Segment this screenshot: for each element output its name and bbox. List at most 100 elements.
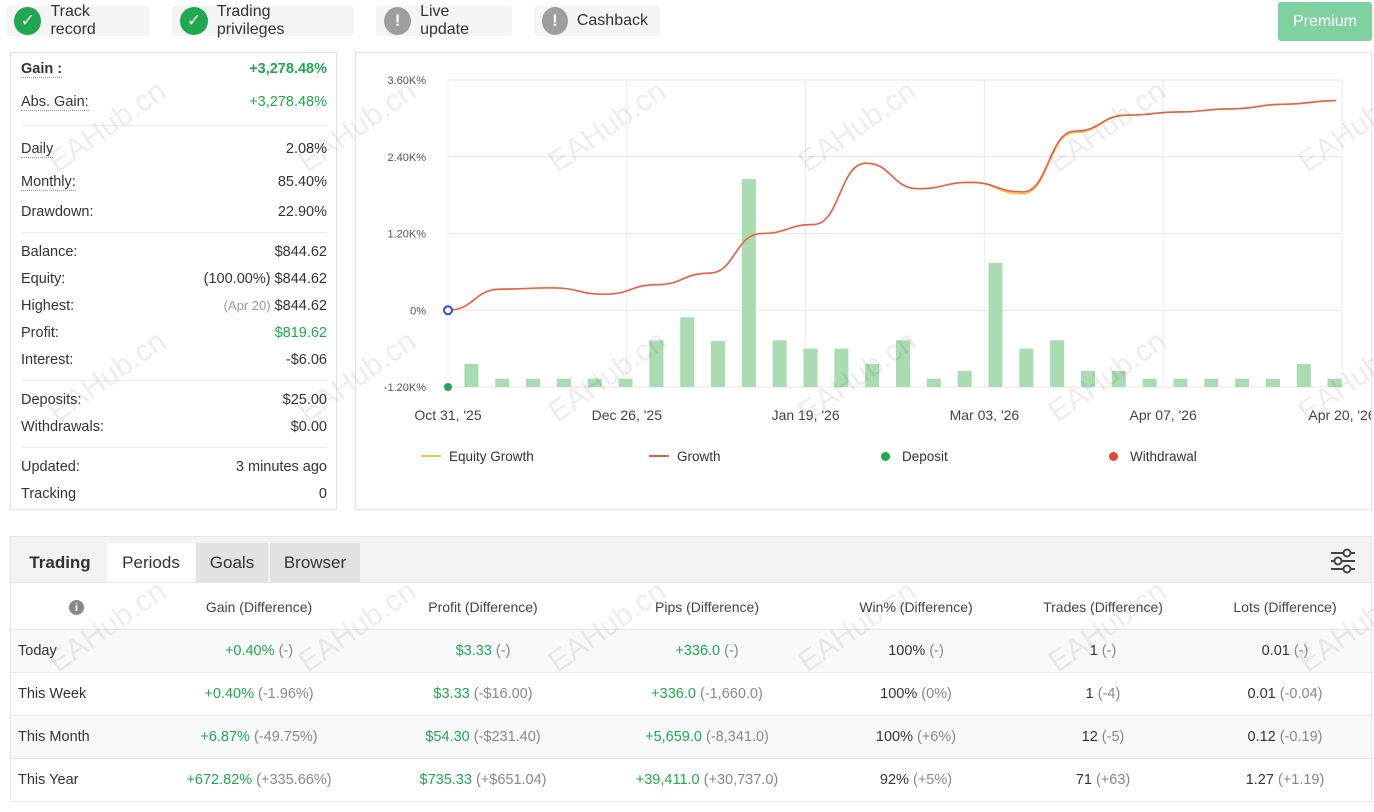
tabs-bar: Trading Periods Goals Browser <box>10 536 1372 583</box>
table-row: This Month +6.87% (-49.75%) $54.30 (-$231.… <box>11 716 1371 759</box>
x-tick-label: Apr 07, '26 <box>1130 407 1197 423</box>
bar <box>1296 363 1311 387</box>
stat-label[interactable]: Abs. Gain: <box>21 93 89 111</box>
divider <box>21 447 327 448</box>
badge-cashback[interactable]: ! Cashback <box>534 6 660 36</box>
stat-label[interactable]: Gain : <box>21 60 63 78</box>
table-row: This Week +0.40% (-1.96%) $3.33 (-$16.00) +… <box>11 673 1371 716</box>
cell-value: 0.12 <box>1247 729 1276 745</box>
legend-deposit[interactable]: Deposit <box>881 446 948 466</box>
y-tick-label: -1.20K% <box>384 382 426 394</box>
cell-value: 1.27 <box>1245 772 1274 788</box>
cell-lots: 0.01 (-0.04) <box>1248 686 1323 702</box>
cell-win: 100% (0%) <box>880 686 952 702</box>
tab-periods[interactable]: Periods <box>107 543 195 583</box>
x-tick-label: Oct 31, '25 <box>414 407 481 423</box>
start-point <box>443 305 453 316</box>
cell-win: 100% (-) <box>888 643 944 659</box>
bar <box>772 340 787 387</box>
y-tick-label: 3.60K% <box>387 75 426 87</box>
bar <box>1265 378 1280 387</box>
stat-label: Profit: <box>21 325 59 341</box>
bar <box>926 378 941 387</box>
bar <box>711 340 726 387</box>
stat-value: +3,278.48% <box>249 94 327 110</box>
cell-difference: (+$651.04) <box>475 772 547 788</box>
stat-label[interactable]: Monthly: <box>21 173 76 191</box>
period-label: This Week <box>18 686 87 702</box>
divider <box>21 380 327 381</box>
badge-label: Trading privileges <box>216 3 285 38</box>
stat-label: Highest: <box>21 298 75 314</box>
cell-profit: $3.33 (-$16.00) <box>433 686 532 702</box>
header-gain: Gain (Difference) <box>205 599 313 615</box>
stat-label: Tracking <box>21 486 77 502</box>
cell-value: 100% <box>888 643 926 659</box>
chart-canvas[interactable]: 3.60K% 2.40K% 1.20K% 0% -1.20K% Oct 31, '25 De… <box>356 53 1371 509</box>
cell-win: 92% (+5%) <box>880 772 952 788</box>
cell-pips: +39,411.0 (+30,737.0) <box>636 772 778 788</box>
bar <box>1142 378 1157 387</box>
stat-profit: Profit: $819.62 <box>21 321 327 345</box>
legend-line-icon <box>421 455 441 457</box>
stat-equity: Equity: (100.00%) $844.62 <box>21 267 327 291</box>
legend-line-icon <box>649 455 669 457</box>
table-row: Today +0.40% (-) $3.33 (-) +336.0 (-) 100% (… <box>11 630 1371 673</box>
badge-label: Track record <box>50 3 96 38</box>
filter-settings-icon[interactable] <box>1329 547 1357 575</box>
badge-label: Cashback <box>576 12 648 29</box>
badge-live-update[interactable]: ! Live update <box>376 3 512 38</box>
stat-value: 0 <box>318 486 327 502</box>
bar <box>649 340 664 387</box>
cell-value: 1 <box>1085 686 1094 702</box>
cell-value: $735.33 <box>419 772 472 788</box>
legend-label: Withdrawal <box>1130 448 1197 464</box>
cell-difference: (-8,341.0) <box>706 729 769 745</box>
check-icon: ✓ <box>180 7 208 35</box>
stat-gain: Gain : +3,278.48% <box>21 57 327 81</box>
cell-difference: (-) <box>724 643 739 659</box>
y-tick-label: 1.20K% <box>387 229 426 241</box>
stat-value: +3,278.48% <box>249 61 327 77</box>
cell-difference: (-) <box>1101 643 1117 659</box>
cell-difference: (-$231.40) <box>473 729 541 745</box>
premium-button[interactable]: Premium <box>1278 2 1372 41</box>
badge-track-record[interactable]: ✓ Track record <box>6 3 150 38</box>
stat-note: (Apr 20) <box>223 298 271 313</box>
info-icon[interactable]: i <box>69 600 84 615</box>
cell-value: 71 <box>1075 772 1092 788</box>
bar <box>556 378 571 387</box>
cell-difference: (-) <box>278 643 294 659</box>
cell-lots: 0.12 (-0.19) <box>1248 729 1323 745</box>
divider <box>21 125 327 126</box>
tab-trading[interactable]: Trading <box>29 553 91 572</box>
cell-lots: 1.27 (+1.19) <box>1246 772 1325 788</box>
legend-withdrawal[interactable]: Withdrawal <box>1109 446 1197 466</box>
stat-label[interactable]: Daily <box>21 140 54 158</box>
badge-trading-privileges[interactable]: ✓ Trading privileges <box>172 3 354 38</box>
periods-table: i Gain (Difference) Profit (Difference) … <box>10 582 1372 802</box>
bar <box>1204 378 1219 387</box>
cell-value: 100% <box>875 729 913 745</box>
deposit-point <box>444 383 452 391</box>
cell-difference: (+6%) <box>917 729 957 745</box>
cell-value: +0.40% <box>224 643 275 659</box>
period-label: This Month <box>18 729 90 745</box>
stat-value: $844.62 <box>274 271 327 287</box>
tab-goals[interactable]: Goals <box>196 543 268 583</box>
cell-pips: +336.0 (-) <box>675 643 738 659</box>
bar <box>865 363 880 387</box>
stat-withdrawals: Withdrawals: $0.00 <box>21 415 327 439</box>
tab-browser[interactable]: Browser <box>270 543 360 583</box>
legend-label: Growth <box>677 448 721 464</box>
legend-growth[interactable]: Growth <box>649 446 721 466</box>
stat-label: Withdrawals: <box>21 419 104 435</box>
bar <box>1173 378 1188 387</box>
divider <box>21 232 327 233</box>
stat-tracking: Tracking 0 <box>21 482 327 506</box>
cell-value: +6.87% <box>200 729 250 745</box>
bar <box>587 378 602 387</box>
cell-difference: (-0.19) <box>1279 729 1323 745</box>
legend-equity-growth[interactable]: Equity Growth <box>421 446 534 466</box>
stat-value: $25.00 <box>282 392 327 408</box>
